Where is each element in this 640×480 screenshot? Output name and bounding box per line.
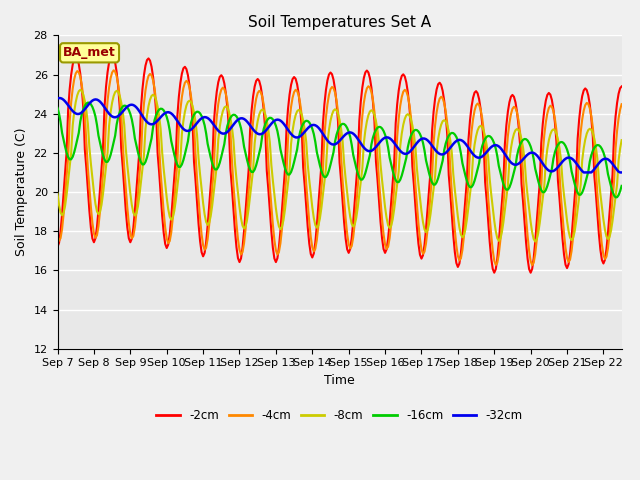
- X-axis label: Time: Time: [324, 374, 355, 387]
- Y-axis label: Soil Temperature (C): Soil Temperature (C): [15, 128, 28, 256]
- Legend: -2cm, -4cm, -8cm, -16cm, -32cm: -2cm, -4cm, -8cm, -16cm, -32cm: [152, 405, 527, 427]
- Text: BA_met: BA_met: [63, 46, 116, 60]
- Title: Soil Temperatures Set A: Soil Temperatures Set A: [248, 15, 431, 30]
